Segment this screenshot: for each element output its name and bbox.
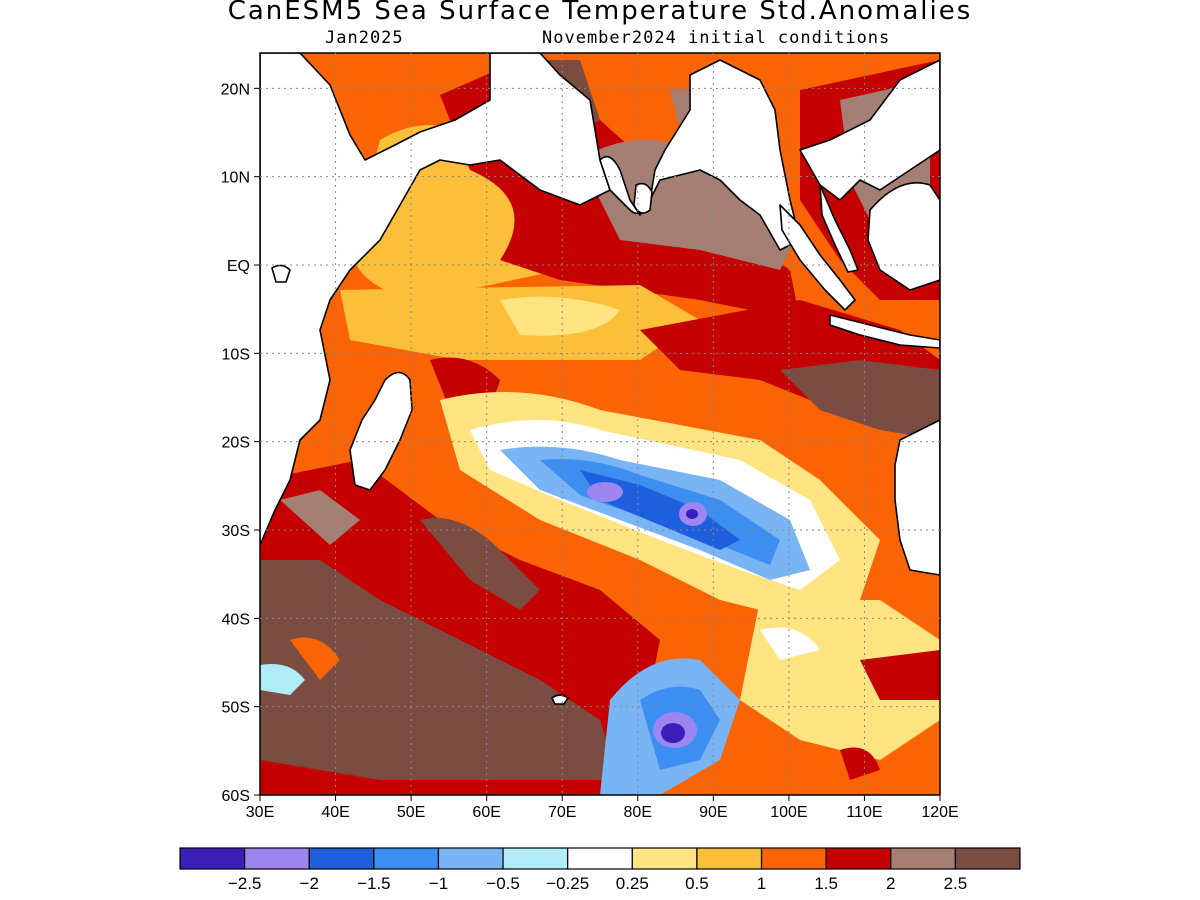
colorbar-swatch	[890, 847, 956, 870]
forecast-month: Jan2025	[325, 28, 404, 48]
land-australia	[894, 419, 940, 576]
colorbar-swatch	[825, 847, 892, 870]
lat-tick-label: 20S	[222, 435, 250, 452]
lat-tick-label: 60S	[222, 788, 250, 805]
field-east-brown	[780, 360, 940, 440]
field-south-core-b	[661, 723, 685, 743]
colorbar-label: 0.25	[616, 874, 649, 893]
colorbar-swatch	[244, 847, 310, 870]
lon-tick-label: 70E	[548, 804, 576, 821]
lat-tick-label: 40S	[222, 611, 250, 628]
colorbar-swatch	[373, 847, 440, 870]
colorbar-swatch	[954, 847, 1021, 870]
lon-tick-label: 40E	[321, 804, 349, 821]
colorbar-swatch	[502, 847, 569, 870]
land-java	[829, 314, 940, 349]
field-eq-yellow	[500, 296, 620, 336]
axis-ticks: 30E 40E 50E 60E 70E 80E 90E 100E 110E 120E 20N 10N E…	[221, 81, 959, 821]
colorbar-label: −1.5	[357, 874, 391, 893]
colorbar-label: −0.25	[546, 874, 589, 893]
field-sw-brown2	[420, 518, 540, 610]
lon-tick-label: 120E	[921, 804, 958, 821]
colorbar-swatch	[179, 847, 246, 870]
lon-tick-label: 80E	[624, 804, 652, 821]
land-malay-peninsula	[819, 184, 859, 273]
lon-tick-label: 60E	[472, 804, 500, 821]
field-se-red	[860, 650, 940, 700]
map-title: CanESM5 Sea Surface Temperature Std.Anom…	[227, 0, 973, 26]
field-se-red2	[840, 747, 880, 780]
lon-tick-label: 110E	[846, 804, 882, 821]
lon-tick-label: 50E	[397, 804, 425, 821]
colorbar-label: −1	[429, 874, 448, 893]
field-cool-core-c	[686, 509, 698, 519]
land-sri-lanka	[633, 182, 653, 214]
field-sw-light	[260, 664, 305, 695]
lon-tick-label: 30E	[246, 804, 274, 821]
colorbar-swatch	[760, 847, 827, 870]
gridlines	[260, 53, 940, 795]
colorbar-label: 2.5	[944, 874, 968, 893]
field-sw-brown	[260, 560, 620, 780]
colorbar-swatch	[696, 847, 763, 870]
colorbar-label: −2	[300, 874, 319, 893]
land-sumatra	[779, 204, 856, 311]
colorbar-swatch	[437, 847, 504, 870]
field-north-brown	[580, 140, 800, 270]
colorbar-label: 1.5	[814, 874, 838, 893]
land-africa-arabia	[260, 53, 611, 546]
plot-frame	[259, 52, 941, 796]
land-borneo	[867, 181, 940, 291]
field-cool-core-a	[587, 482, 623, 502]
lon-tick-label: 100E	[770, 804, 807, 821]
land-kerguelen	[551, 694, 569, 705]
lat-tick-label: 20N	[221, 81, 250, 98]
field-se-white	[760, 627, 820, 660]
lat-tick-label: EQ	[227, 258, 250, 275]
colorbar-label: 2	[886, 874, 895, 893]
lat-tick-label: 10N	[221, 170, 250, 187]
colorbar-label: 0.5	[685, 874, 709, 893]
colorbar-label: −2.5	[228, 874, 262, 893]
lat-tick-label: 50S	[222, 700, 250, 717]
field-sw-brown3	[280, 490, 360, 545]
land-masses	[260, 53, 940, 705]
colorbar-swatch	[308, 847, 375, 870]
colorbar: −2.5 −2 −1.5 −1 −0.5 −0.25 0.25 0.5 1 1.5 2 2.5	[179, 847, 1021, 893]
colorbar-swatch	[567, 847, 633, 870]
colorbar-label: 1	[757, 874, 766, 893]
lat-tick-label: 10S	[222, 346, 250, 363]
field-sw-orange	[290, 637, 340, 680]
colorbar-swatch	[631, 847, 698, 870]
land-comoros	[271, 264, 291, 283]
lon-tick-label: 90E	[699, 804, 727, 821]
initial-conditions: November2024 initial conditions	[542, 28, 891, 48]
land-madagascar	[349, 371, 413, 491]
land-indochina	[799, 59, 940, 201]
lat-tick-label: 30S	[222, 523, 250, 540]
colorbar-label: −0.5	[486, 874, 520, 893]
